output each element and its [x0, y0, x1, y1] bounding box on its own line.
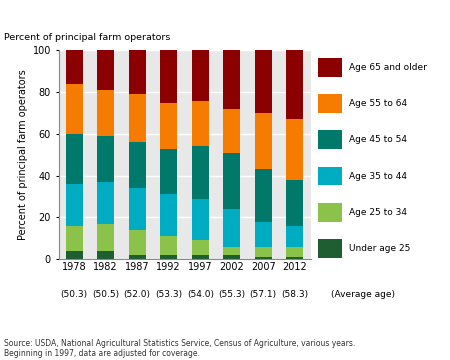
Text: Source: USDA, National Agricultural Statistics Service, Census of Agriculture, v: Source: USDA, National Agricultural Stat… [4, 339, 356, 358]
Bar [192, 240, 209, 255]
Bar [160, 103, 177, 149]
Bar [318, 203, 342, 222]
Text: (58.3): (58.3) [281, 290, 308, 299]
Bar [223, 255, 240, 259]
Bar [160, 194, 177, 236]
Bar [318, 58, 342, 77]
Bar [255, 113, 272, 170]
Text: Age 25 to 34: Age 25 to 34 [349, 208, 407, 217]
Bar [318, 130, 342, 149]
Y-axis label: Percent of principal farm operators: Percent of principal farm operators [18, 69, 28, 240]
Bar [318, 167, 342, 185]
Text: (54.0): (54.0) [187, 290, 214, 299]
Bar [192, 100, 209, 147]
Text: (57.1): (57.1) [250, 290, 277, 299]
Bar [160, 50, 177, 103]
Bar [286, 180, 303, 226]
Text: Under age 25: Under age 25 [349, 244, 410, 253]
Bar [66, 50, 83, 84]
Bar [129, 230, 146, 255]
Text: (50.3): (50.3) [61, 290, 88, 299]
Text: Percent of principal farm operators: Percent of principal farm operators [4, 33, 171, 42]
Bar [192, 50, 209, 100]
Bar [286, 247, 303, 257]
Bar [66, 184, 83, 226]
Text: Age 55 to 64: Age 55 to 64 [349, 99, 407, 108]
Bar [318, 239, 342, 258]
Bar [129, 142, 146, 188]
Bar [66, 84, 83, 134]
Bar [66, 226, 83, 251]
Bar [97, 50, 114, 90]
Bar [192, 255, 209, 259]
Bar [129, 50, 146, 94]
Bar [192, 199, 209, 240]
Text: Age 35 to 44: Age 35 to 44 [349, 172, 407, 181]
Bar [160, 236, 177, 255]
Bar [66, 251, 83, 259]
Bar [286, 257, 303, 259]
Text: (52.0): (52.0) [124, 290, 151, 299]
Bar [160, 149, 177, 194]
Bar [255, 170, 272, 222]
Bar [97, 136, 114, 182]
Bar [223, 153, 240, 209]
Bar [255, 257, 272, 259]
Text: (Average age): (Average age) [331, 290, 395, 299]
Bar [129, 255, 146, 259]
Bar [223, 209, 240, 247]
Bar [286, 226, 303, 247]
Bar [160, 255, 177, 259]
Text: (50.5): (50.5) [92, 290, 119, 299]
Bar [255, 247, 272, 257]
Text: Age 45 to 54: Age 45 to 54 [349, 135, 407, 144]
Text: Age distribution of principal farm operators, 1978-2012: Age distribution of principal farm opera… [5, 12, 391, 26]
Bar [286, 119, 303, 180]
Bar [97, 251, 114, 259]
Bar [97, 182, 114, 224]
Bar [97, 90, 114, 136]
Bar [223, 109, 240, 153]
Bar [318, 94, 342, 113]
Bar [255, 50, 272, 113]
Text: Age 65 and older: Age 65 and older [349, 63, 427, 72]
Bar [97, 224, 114, 251]
Text: (55.3): (55.3) [218, 290, 245, 299]
Bar [286, 50, 303, 119]
Bar [192, 147, 209, 199]
Bar [255, 222, 272, 247]
Text: (53.3): (53.3) [155, 290, 182, 299]
Bar [223, 50, 240, 109]
Bar [129, 188, 146, 230]
Bar [223, 247, 240, 255]
Bar [129, 94, 146, 142]
Bar [66, 134, 83, 184]
